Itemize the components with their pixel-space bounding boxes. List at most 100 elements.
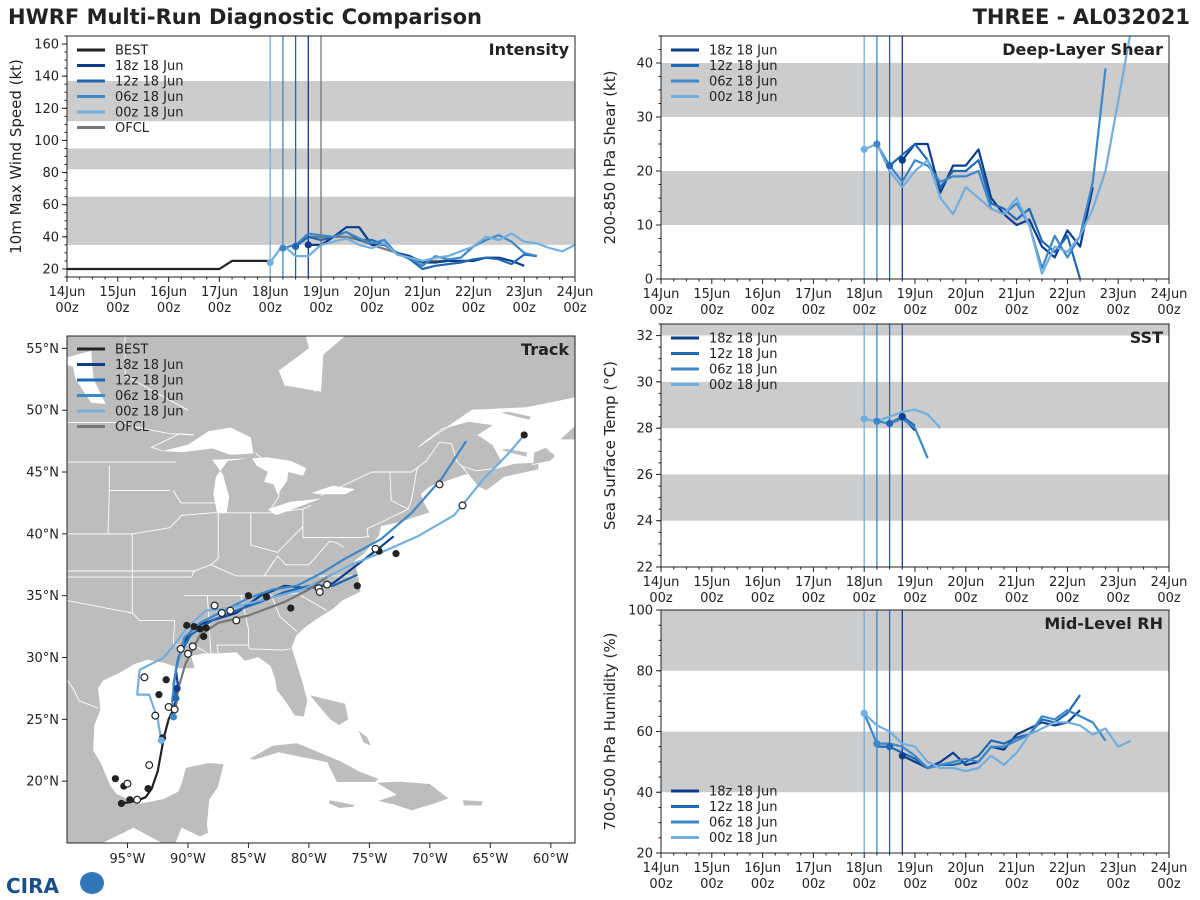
track-legend-label-06z-18-jun: 06z 18 Jun [115,389,184,404]
intensity-ytick-label-40: 40 [42,230,59,245]
sst-xtick-sublabel-5: 00z [903,591,927,606]
border-12 [206,595,212,654]
sst-xtick-label-6: 20Jun [947,575,984,590]
rh-init-marker-12z-18-jun [886,743,894,751]
border-22 [67,600,133,614]
shear-xtick-sublabel-9: 00z [1107,303,1131,318]
intensity-ytick-label-160: 160 [34,38,59,53]
shear-xtick-sublabel-8: 00z [1056,303,1080,318]
sst-band-2 [661,324,1169,336]
sst-xtick-label-7: 21Jun [998,575,1035,590]
sst-xtick-label-5: 19Jun [897,575,934,590]
rh-legend-label-18z-18-jun: 18z 18 Jun [709,785,778,800]
track-point-open-0 [123,779,132,788]
shear-legend-label-12z-18-jun: 12z 18 Jun [709,59,778,74]
track-ytick-label-2: 30°N [26,651,59,666]
intensity-xtick-label-4: 18Jun [252,285,289,300]
rh-init-marker-00z-18-jun [860,709,868,717]
intensity-legend-label-12z-18-jun: 12z 18 Jun [115,75,184,90]
bahamas-south-land [356,728,373,748]
track-line-00z-18-jun [136,434,526,741]
track-frame [66,335,576,844]
rh-legend-label-12z-18-jun: 12z 18 Jun [709,800,778,815]
shear-xtick-sublabel-2: 00z [751,303,775,318]
sst-xtick-label-2: 16Jun [744,575,781,590]
rh-ytick-label-100: 100 [628,604,653,619]
rh-ytick-label-80: 80 [636,664,653,679]
track-ytick-label-5: 45°N [26,466,59,481]
track-point-filled-12 [200,632,208,641]
border-26 [210,512,219,566]
panels-layer: 14Jun00z15Jun00z16Jun00z17Jun00z18Jun00z… [7,35,1188,892]
rh-xtick-label-2: 16Jun [744,861,781,876]
rh-xtick-label-0: 14Jun [643,861,680,876]
sst-xtick-label-4: 18Jun [846,575,883,590]
track-xtick-label-7: 60°W [533,852,569,867]
sst-ytick-label-30: 30 [636,375,653,390]
intensity-xtick-sublabel-10: 00z [563,301,587,316]
shear-ylabel: 200-850 hPa Shear (kt) [601,71,619,245]
track-xtick-label-6: 65°W [472,852,508,867]
sst-xtick-label-9: 23Jun [1100,575,1137,590]
shear-xtick-sublabel-0: 00z [649,303,673,318]
rh-ytick-label-20: 20 [636,847,653,862]
border-32 [124,336,189,411]
intensity-ytick-label-20: 20 [42,262,59,277]
intensity-legend-label-00z-18-jun: 00z 18 Jun [115,106,184,121]
intensity-ytick-label-140: 140 [34,70,59,85]
figure-title: HWRF Multi-Run Diagnostic Comparison [8,5,482,29]
border-27 [250,512,304,553]
rh-panel-title: Mid-Level RH [1044,614,1163,633]
rh-xtick-sublabel-0: 00z [649,877,673,892]
shear-panel: 14Jun00z15Jun00z16Jun00z17Jun00z18Jun00z… [601,35,1187,318]
intensity-xtick-sublabel-8: 00z [462,301,486,316]
border-14 [247,644,291,651]
intensity-init-marker-06z-18-jun [279,244,287,252]
border-28 [285,540,345,566]
track-point-filled-8 [183,621,191,629]
track-ytick-label-3: 35°N [26,589,59,604]
rh-xtick-sublabel-5: 00z [903,877,927,892]
shear-ytick-label-0: 0 [645,273,653,288]
rh-xtick-label-10: 24Jun [1151,861,1188,876]
track-point-open-5 [170,705,179,714]
rh-xtick-label-1: 15Jun [693,861,730,876]
shear-series-group [860,36,1132,279]
intensity-xtick-sublabel-0: 00z [55,301,79,316]
rh-line-12z-18-jun [876,694,1082,770]
intensity-xtick-sublabel-7: 00z [411,301,435,316]
sst-xtick-sublabel-7: 00z [1005,591,1029,606]
border-30 [150,433,195,452]
track-panel: 95°W 90°W 85°W 80°W 75°W 70°W 65°W 60°W 20°N 25°N… [26,335,576,867]
rh-xtick-sublabel-1: 00z [700,877,724,892]
logo-globe-icon [80,872,104,894]
track-point-filled-18 [392,550,400,558]
lake-6 [278,336,346,392]
intensity-legend-label-06z-18-jun: 06z 18 Jun [115,90,184,105]
track-ytick-label-1: 25°N [26,713,59,728]
shear-legend-label-00z-18-jun: 00z 18 Jun [709,90,778,105]
shear-xtick-sublabel-10: 00z [1157,303,1181,318]
rh-xtick-label-3: 17Jun [795,861,832,876]
intensity-xtick-label-3: 17Jun [201,285,238,300]
rh-legend-label-06z-18-jun: 06z 18 Jun [709,816,778,831]
intensity-xtick-label-1: 15Jun [99,285,136,300]
track-legend-label-18z-18-jun: 18z 18 Jun [115,358,184,373]
shear-line-12z-18-jun [888,142,1082,279]
intensity-ytick-label-60: 60 [42,198,59,213]
intensity-ytick-label-80: 80 [42,166,59,181]
sst-band-0 [661,474,1169,521]
track-point-filled-15 [287,604,295,612]
intensity-xtick-label-0: 14Jun [49,285,86,300]
intensity-xtick-label-2: 16Jun [150,285,187,300]
shear-ytick-label-40: 40 [636,57,653,72]
track-legend-label-best: BEST [115,343,148,358]
border-1 [255,453,281,509]
sst-xtick-sublabel-8: 00z [1056,591,1080,606]
rh-xtick-sublabel-7: 00z [1005,877,1029,892]
track-line-06z-18-jun [171,440,468,718]
shear-xtick-label-7: 21Jun [998,287,1035,302]
track-ytick-label-6: 50°N [26,404,59,419]
intensity-init-marker-00z-18-jun [266,258,274,267]
track-point-filled-16 [353,582,361,590]
